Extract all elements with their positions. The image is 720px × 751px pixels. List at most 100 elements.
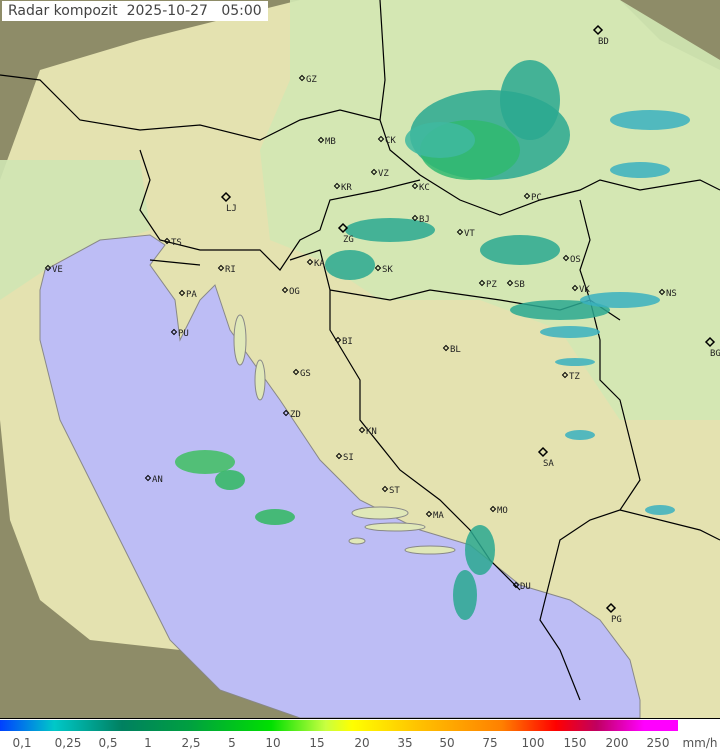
city-kc: KC <box>411 182 430 193</box>
city-label: CK <box>385 136 396 146</box>
legend-tick: 35 <box>397 736 413 750</box>
legend-tick: 0,1 <box>12 736 32 750</box>
city-pc: PC <box>523 192 542 203</box>
city-label: BD <box>598 37 609 47</box>
city-label: SI <box>343 453 354 463</box>
city-markers: GZ MB CK VZ KR KC LJ ZG BJ VT PC BD TS VE RI PA KA SK OG PU… <box>44 24 720 625</box>
map-canvas: GZ MB CK VZ KR KC LJ ZG BJ VT PC BD TS VE RI PA KA SK OG PU… <box>0 0 720 719</box>
city-marker-icon <box>523 192 531 200</box>
lowland-north <box>260 0 720 420</box>
city-marker-icon <box>506 279 514 287</box>
radar-echo <box>500 60 560 140</box>
city-marker-icon <box>374 264 382 272</box>
city-label: BG <box>710 349 720 359</box>
city-label: ZD <box>290 410 301 420</box>
city-marker-icon <box>292 368 300 376</box>
city-si: SI <box>335 452 354 463</box>
radar-echo <box>580 292 660 308</box>
city-marker-icon <box>163 237 171 245</box>
city-marker-icon <box>281 286 289 294</box>
city-marker-icon <box>217 264 225 272</box>
city-vk: VK <box>571 284 590 295</box>
city-marker-icon <box>456 228 464 236</box>
radar-echo <box>345 218 435 242</box>
radar-echo <box>325 250 375 280</box>
legend-tick: 200 <box>605 736 629 750</box>
city-pg: PG <box>605 602 622 625</box>
city-marker-icon <box>381 485 389 493</box>
city-marker-icon <box>411 182 419 190</box>
city-vt: VT <box>456 228 475 239</box>
legend-tick: 2,5 <box>181 736 201 750</box>
radar-echo <box>610 110 690 130</box>
city-label: MA <box>433 511 444 521</box>
title-time: 05:00 <box>221 3 262 19</box>
city-marker-icon <box>282 409 290 417</box>
city-ri: RI <box>217 264 236 275</box>
city-marker-icon <box>370 168 378 176</box>
radar-echo <box>255 509 295 525</box>
radar-echo <box>175 450 235 474</box>
city-label: TS <box>171 238 182 248</box>
city-label: NS <box>666 289 677 299</box>
radar-echo <box>610 162 670 178</box>
city-marker-icon <box>358 426 366 434</box>
city-label: TZ <box>569 372 580 382</box>
legend-tick: 15 <box>309 736 325 750</box>
city-marker-icon <box>537 446 549 458</box>
city-label: RI <box>225 265 236 275</box>
city-label: MO <box>497 506 508 516</box>
radar-echo <box>215 470 245 490</box>
city-og: OG <box>281 286 300 297</box>
city-bi: BI <box>334 336 353 347</box>
city-label: OS <box>570 255 581 265</box>
radar-echo <box>453 570 477 620</box>
city-ck: CK <box>377 135 396 146</box>
city-marker-icon <box>377 135 385 143</box>
legend-tick: 50 <box>439 736 455 750</box>
city-marker-icon <box>298 74 306 82</box>
legend-tick: 75 <box>482 736 498 750</box>
city-pu: PU <box>170 328 189 339</box>
city-sk: SK <box>374 264 393 275</box>
city-marker-icon <box>562 254 570 262</box>
city-lj: LJ <box>220 191 237 214</box>
city-st: ST <box>381 485 400 496</box>
city-marker-icon <box>442 344 450 352</box>
city-an: AN <box>144 474 163 485</box>
legend-tick: 5 <box>228 736 236 750</box>
legend-tick: 0,25 <box>54 736 82 750</box>
city-bd: BD <box>592 24 609 47</box>
city-label: PA <box>186 290 197 300</box>
city-vz: VZ <box>370 168 389 179</box>
city-label: SK <box>382 265 393 275</box>
city-marker-icon <box>317 136 325 144</box>
city-marker-icon <box>411 214 419 222</box>
city-marker-icon <box>335 452 343 460</box>
city-label: PG <box>611 615 622 625</box>
city-pz: PZ <box>478 279 497 290</box>
city-label: KN <box>366 427 377 437</box>
city-label: KR <box>341 183 352 193</box>
legend-tick: 0,5 <box>98 736 118 750</box>
city-tz: TZ <box>561 371 580 382</box>
city-label: SB <box>514 280 525 290</box>
legend-tick: 20 <box>354 736 370 750</box>
radar-echo <box>555 358 595 366</box>
city-label: VE <box>52 265 63 275</box>
radar-echo <box>480 235 560 265</box>
radar-echoes <box>175 60 690 620</box>
city-label: PZ <box>486 280 497 290</box>
legend-unit: mm/h <box>682 736 718 750</box>
radar-echo <box>565 430 595 440</box>
city-kr: KR <box>333 182 352 193</box>
city-du: DU <box>512 581 531 592</box>
city-marker-icon <box>178 289 186 297</box>
city-zd: ZD <box>282 409 301 420</box>
radar-echo <box>645 505 675 515</box>
city-label: VT <box>464 229 475 239</box>
city-label: AN <box>152 475 163 485</box>
title-date: 2025-10-27 <box>126 3 208 19</box>
city-label: BL <box>450 345 461 355</box>
city-ma: MA <box>425 510 444 521</box>
